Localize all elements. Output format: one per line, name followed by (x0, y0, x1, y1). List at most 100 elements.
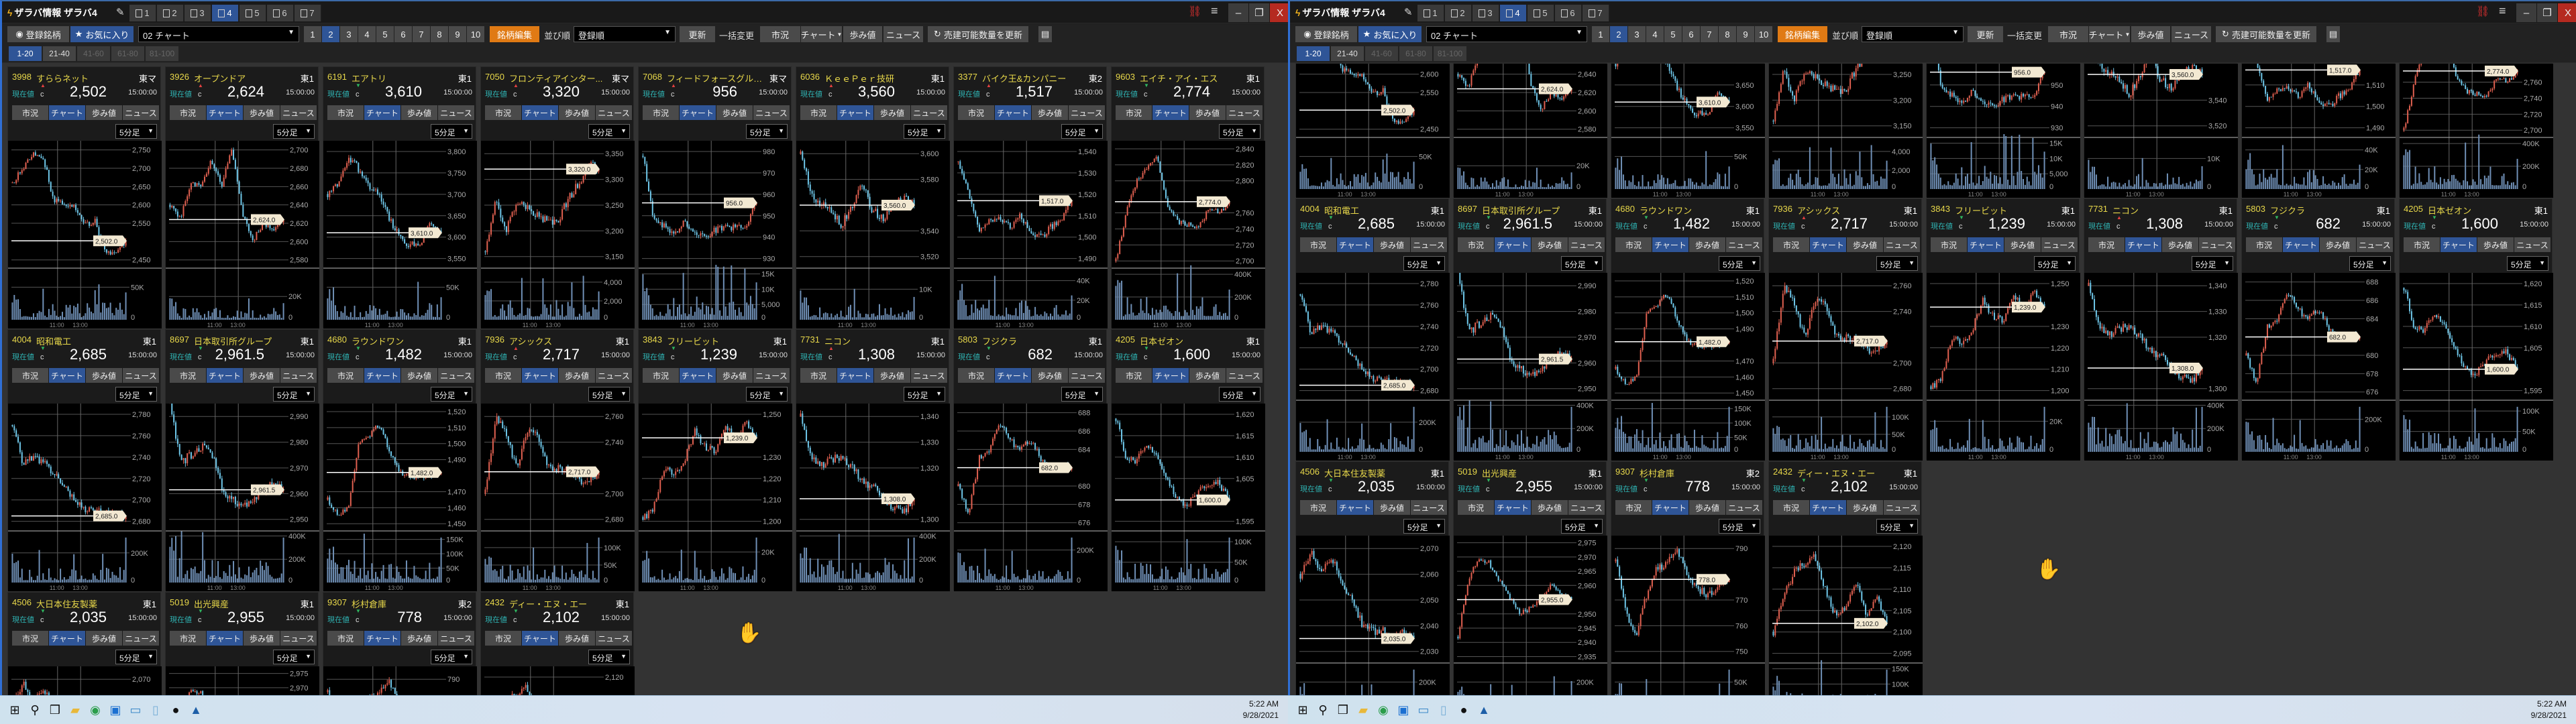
page-button-2[interactable]: 2 (1610, 26, 1627, 42)
ticks-button[interactable]: 歩み値 (86, 105, 122, 120)
task-view-icon[interactable]: ❒ (49, 703, 61, 717)
chart-button[interactable]: チャート (364, 105, 400, 120)
interval-select[interactable]: 5分足 ▼ (1219, 387, 1260, 402)
stock-code[interactable]: 7936 (485, 335, 504, 345)
page-button-3[interactable]: 3 (1628, 26, 1646, 42)
chart-button[interactable]: チャート (995, 368, 1031, 383)
range-tab-21-40[interactable]: 21-40 (43, 46, 76, 61)
interval-select[interactable]: 5分足 ▼ (588, 387, 630, 402)
interval-select[interactable]: 5分足 ▼ (1219, 124, 1260, 139)
market-button[interactable]: 市況 (643, 105, 679, 120)
interval-select[interactable]: 5分足 ▼ (746, 124, 788, 139)
range-tab-1-20[interactable]: 1-20 (1297, 46, 1330, 61)
close-button[interactable]: X (1270, 3, 1288, 22)
page-button-5[interactable]: 5 (376, 26, 394, 42)
market-button[interactable]: 市況 (485, 631, 521, 646)
stock-code[interactable]: 4506 (12, 597, 32, 607)
ticks-button[interactable]: 歩み値 (1189, 368, 1226, 383)
stock-code[interactable]: 6036 (800, 72, 820, 82)
zaraba-icon[interactable]: ● (172, 703, 180, 717)
chart-button[interactable]: チャート (1152, 105, 1189, 120)
layout-tab-6[interactable]: 6 (267, 5, 294, 21)
stock-code[interactable]: 3843 (643, 335, 662, 345)
market-button[interactable]: 市況 (327, 631, 364, 646)
edit-stocks-button[interactable]: 銘柄編集 (490, 26, 539, 42)
stock-code[interactable]: 4680 (327, 335, 347, 345)
ticks-button[interactable]: 歩み値 (86, 368, 122, 383)
interval-select[interactable]: 5分足 ▼ (746, 387, 788, 402)
layout-tab-3[interactable]: 3 (184, 5, 211, 21)
news-button[interactable]: ニュース (596, 368, 632, 383)
page-button-4[interactable]: 4 (358, 26, 376, 42)
minimize-button[interactable]: – (1228, 3, 1248, 22)
interval-select[interactable]: 5分足 ▼ (431, 650, 472, 664)
layout-tab-5[interactable]: 5 (1527, 5, 1554, 21)
ticks-button[interactable]: 歩み値 (559, 631, 595, 646)
ticks-button[interactable]: 歩み値 (559, 368, 595, 383)
calculator-button[interactable]: ▤ (2326, 26, 2340, 42)
page-button-4[interactable]: 4 (1646, 26, 1664, 42)
market-button[interactable]: 市況 (485, 105, 521, 120)
bulk-chart-button[interactable]: チャート ▼ (2089, 26, 2130, 42)
layout-tab-1[interactable]: 1 (129, 5, 156, 21)
interval-select[interactable]: 5分足 ▼ (1061, 387, 1103, 402)
file-explorer-icon[interactable]: ▰ (70, 703, 80, 717)
chart-button[interactable]: チャート (49, 631, 85, 646)
edit-stocks-button[interactable]: 銘柄編集 (1778, 26, 1827, 42)
news-button[interactable]: ニュース (911, 105, 947, 120)
chart-button[interactable]: チャート (49, 368, 85, 383)
menu-icon[interactable]: ≡ (1211, 4, 1218, 17)
candlestick-chart[interactable]: 2,120 (481, 666, 635, 695)
chart-button[interactable]: チャート (49, 105, 85, 120)
chart-button[interactable]: チャート (522, 631, 558, 646)
page-button-10[interactable]: 10 (1755, 26, 1772, 42)
bulk-market-button[interactable]: 市況 (760, 26, 800, 42)
interval-select[interactable]: 5分足 ▼ (588, 124, 630, 139)
stock-code[interactable]: 9307 (327, 597, 347, 607)
page-button-1[interactable]: 1 (1592, 26, 1609, 42)
page-button-9[interactable]: 9 (1737, 26, 1754, 42)
market-button[interactable]: 市況 (1116, 368, 1152, 383)
market-button[interactable]: 市況 (643, 368, 679, 383)
news-button[interactable]: ニュース (280, 105, 317, 120)
candlestick-chart[interactable]: 790 (323, 666, 477, 695)
market-button[interactable]: 市況 (12, 105, 48, 120)
chart-button[interactable]: チャート (207, 368, 243, 383)
sort-select[interactable]: 登録順 ▼ (1862, 26, 1964, 42)
calculator-button[interactable]: ▤ (1038, 26, 1052, 42)
maximize-button[interactable]: ❐ (2537, 3, 2557, 22)
page-button-9[interactable]: 9 (449, 26, 466, 42)
layout-tab-3[interactable]: 3 (1472, 5, 1499, 21)
market-button[interactable]: 市況 (12, 368, 48, 383)
market-button[interactable]: 市況 (800, 368, 837, 383)
windows-start-icon[interactable]: ⊞ (9, 703, 20, 717)
chart-button[interactable]: チャート (522, 105, 558, 120)
market-button[interactable]: 市況 (485, 368, 521, 383)
page-button-10[interactable]: 10 (467, 26, 484, 42)
layout-tab-7[interactable]: 7 (1582, 5, 1609, 21)
ticks-button[interactable]: 歩み値 (86, 631, 122, 646)
news-button[interactable]: ニュース (596, 105, 632, 120)
chrome-icon[interactable]: ◉ (90, 703, 101, 717)
stock-code[interactable]: 4205 (1116, 335, 1135, 345)
chart-button[interactable]: チャート (364, 368, 400, 383)
ticks-button[interactable]: 歩み値 (244, 368, 280, 383)
stock-code[interactable]: 5019 (170, 597, 189, 607)
market-button[interactable]: 市況 (958, 105, 994, 120)
chart-button[interactable]: チャート (995, 105, 1031, 120)
close-button[interactable]: X (2558, 3, 2576, 22)
page-button-8[interactable]: 8 (1719, 26, 1736, 42)
registered-stocks-button[interactable]: ◉ 登録銘柄 (7, 26, 69, 42)
page-button-7[interactable]: 7 (1701, 26, 1718, 42)
refresh-button[interactable]: 更新 (1968, 26, 2003, 42)
chart-button[interactable]: チャート (207, 631, 243, 646)
interval-select[interactable]: 5分足 ▼ (431, 387, 472, 402)
ticks-button[interactable]: 歩み値 (401, 631, 437, 646)
